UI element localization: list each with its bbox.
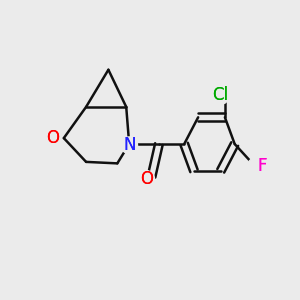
Circle shape (44, 129, 62, 147)
Circle shape (138, 170, 154, 187)
Text: O: O (46, 129, 59, 147)
Text: F: F (257, 157, 266, 175)
Text: Cl: Cl (212, 86, 228, 104)
Circle shape (210, 85, 230, 104)
Text: N: N (123, 136, 135, 154)
Text: Cl: Cl (212, 86, 228, 104)
Text: O: O (140, 170, 153, 188)
Circle shape (248, 158, 261, 171)
Circle shape (121, 137, 137, 154)
Text: N: N (123, 136, 135, 154)
Text: O: O (46, 129, 59, 147)
Text: O: O (140, 170, 153, 188)
Text: F: F (257, 157, 266, 175)
